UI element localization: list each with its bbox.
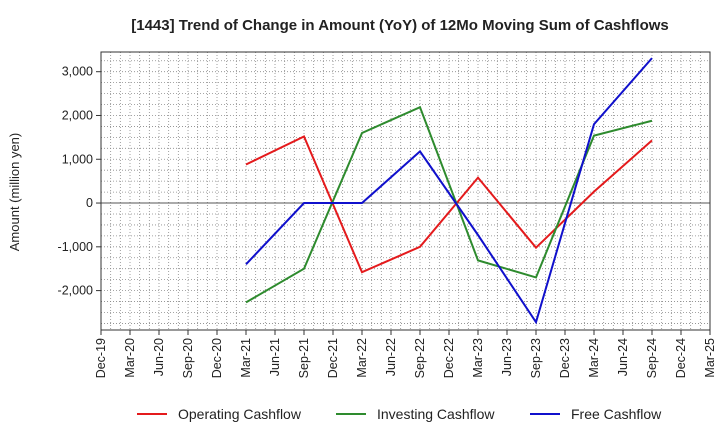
legend-label: Free Cashflow xyxy=(571,406,662,422)
legend-label: Operating Cashflow xyxy=(178,406,302,422)
y-tick-label: 0 xyxy=(86,196,93,210)
x-tick-label: Mar-21 xyxy=(239,338,253,378)
plot-border xyxy=(100,51,711,331)
x-tick-label: Mar-25 xyxy=(703,338,717,378)
y-tick-label: -1,000 xyxy=(58,240,93,254)
x-tick-label: Jun-21 xyxy=(268,338,282,376)
series-line-free-cashflow xyxy=(245,57,653,325)
x-tick-label: Dec-20 xyxy=(210,338,224,378)
y-tick-label: 3,000 xyxy=(62,65,93,79)
y-tick-label: 1,000 xyxy=(62,152,93,166)
x-tick-label: Jun-20 xyxy=(152,338,166,376)
x-tick-label: Mar-20 xyxy=(123,338,137,378)
x-tick-label: Sep-20 xyxy=(181,338,195,378)
series-line-operating-cashflow xyxy=(245,135,653,274)
legend-label: Investing Cashflow xyxy=(377,406,495,422)
plot-area xyxy=(101,52,710,330)
x-tick-label: Jun-24 xyxy=(616,338,630,376)
x-tick-label: Dec-24 xyxy=(674,338,688,378)
x-tick-label: Dec-21 xyxy=(326,338,340,378)
x-tick-label: Dec-19 xyxy=(94,338,108,378)
y-tick-label: -2,000 xyxy=(58,284,93,298)
x-tick-label: Sep-22 xyxy=(413,338,427,378)
legend: Operating Cashflow Investing Cashflow Free… xyxy=(137,406,662,422)
axes: 3,000 2,000 1,000 0 -1,000 -2,000 Dec-19 Mar-20… xyxy=(58,51,717,378)
x-tick-label: Sep-21 xyxy=(297,338,311,378)
x-tick-label: Mar-22 xyxy=(355,338,369,378)
x-tick-label: Mar-23 xyxy=(471,338,485,378)
y-axis-label: Amount (million yen) xyxy=(7,133,22,252)
x-tick-label: Dec-23 xyxy=(558,338,572,378)
x-tick-label: Jun-23 xyxy=(500,338,514,376)
x-tick-label: Sep-23 xyxy=(529,338,543,378)
grid xyxy=(101,52,710,330)
x-tick-label: Jun-22 xyxy=(384,338,398,376)
series-group xyxy=(245,57,653,325)
x-tick-label: Dec-22 xyxy=(442,338,456,378)
chart-title: [1443] Trend of Change in Amount (YoY) o… xyxy=(131,17,669,34)
x-tick-label: Sep-24 xyxy=(645,338,659,378)
y-tick-label: 2,000 xyxy=(62,108,93,122)
x-tick-label: Mar-24 xyxy=(587,338,601,378)
